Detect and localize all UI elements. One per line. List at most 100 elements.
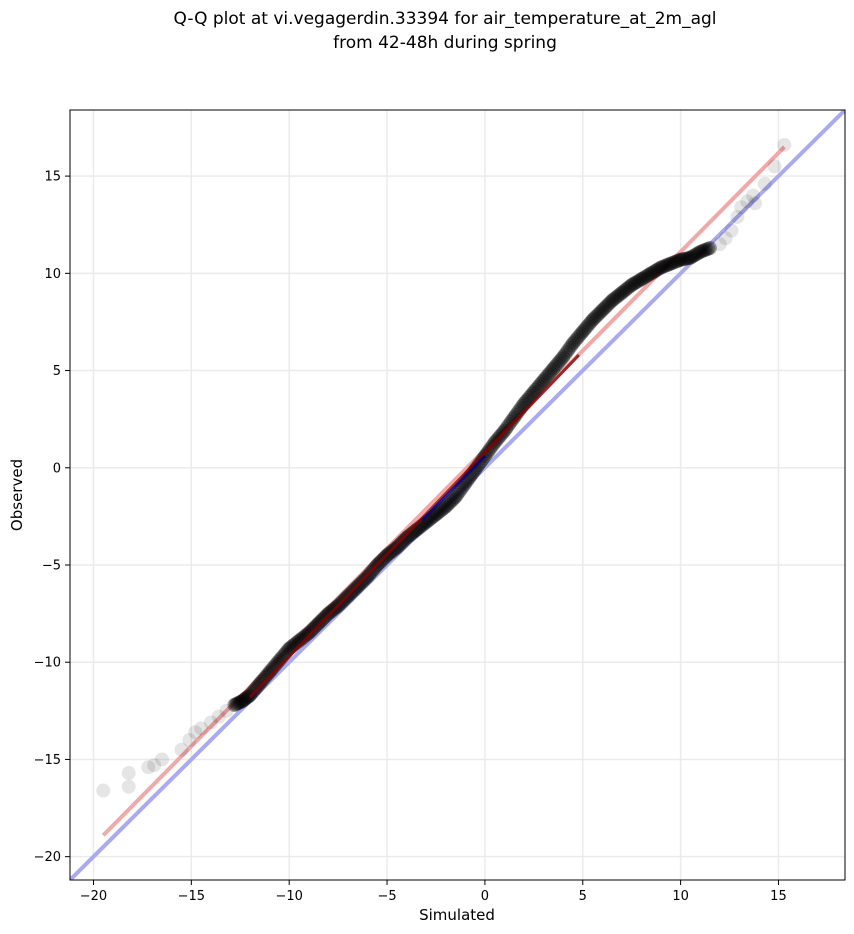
y-tick-label: −10: [34, 656, 61, 671]
quantile-point: [601, 296, 616, 311]
quantile-point: [526, 384, 541, 399]
quantile-point: [718, 231, 733, 246]
quantile-point: [686, 248, 701, 263]
quantile-point: [652, 261, 667, 276]
quantile-point: [397, 532, 412, 547]
quantile-point: [640, 268, 655, 283]
quantile-point: [538, 371, 553, 386]
quantile-point: [567, 334, 582, 349]
quantile-point: [626, 277, 641, 292]
quantile-point: [570, 330, 585, 345]
quantile-point: [227, 698, 242, 712]
quantile-points: [96, 138, 792, 798]
quantile-point: [618, 283, 633, 298]
quantile-point: [596, 301, 611, 316]
quantile-point: [249, 680, 264, 695]
y-axis-label: Observed: [8, 459, 26, 531]
quantile-point: [740, 194, 755, 209]
quantile-point: [649, 263, 664, 278]
quantile-point: [650, 262, 665, 277]
quantile-point: [675, 252, 690, 267]
quantile-point: [391, 538, 406, 553]
quantile-point: [404, 526, 419, 541]
quantile-point: [311, 616, 326, 631]
quantile-point: [440, 498, 455, 513]
quantile-point: [188, 725, 203, 740]
quantile-point: [557, 347, 572, 362]
quantile-point: [575, 324, 590, 339]
quantile-point: [435, 502, 450, 517]
quantile-point: [446, 491, 461, 506]
quantile-point: [676, 252, 691, 267]
quantile-point: [256, 672, 271, 687]
quantile-point: [691, 245, 706, 260]
quantile-point: [678, 251, 693, 266]
y-tick-label: 10: [44, 267, 61, 282]
quantile-point: [502, 417, 517, 432]
quantile-point: [194, 721, 209, 736]
quantile-point: [621, 280, 636, 295]
quantile-point: [530, 381, 545, 396]
quantile-point: [450, 487, 465, 502]
quantile-point: [614, 285, 629, 300]
x-tick-label: −10: [275, 889, 302, 904]
quantile-point: [569, 332, 584, 347]
quantile-point: [712, 237, 727, 252]
x-tick-label: 15: [770, 889, 787, 904]
quantile-point: [443, 494, 458, 509]
quantile-point: [438, 499, 453, 514]
quantile-point: [681, 251, 696, 266]
quantile-point: [746, 188, 761, 203]
quantile-point: [574, 326, 589, 341]
quantile-point: [203, 715, 218, 730]
fit-line-layer: [101, 145, 786, 837]
quantile-point: [668, 254, 683, 269]
quantile-point: [600, 298, 615, 313]
quantile-point: [610, 289, 625, 304]
quantile-point: [637, 270, 652, 285]
quantile-point: [696, 243, 711, 258]
quantile-point: [767, 159, 782, 174]
quantile-point: [533, 377, 548, 392]
reference-line-layer: [70, 110, 845, 880]
quantile-point: [401, 529, 416, 544]
quantile-point: [595, 303, 610, 318]
quantile-point: [565, 336, 580, 351]
quantile-point: [559, 345, 574, 360]
quantile-point: [587, 311, 602, 326]
quantile-point: [230, 696, 245, 711]
y-tick-label: 5: [53, 364, 61, 379]
quantile-point: [702, 241, 717, 256]
quantile-point: [531, 379, 546, 394]
quantile-point: [680, 251, 695, 266]
quantile-point: [673, 252, 688, 267]
quantile-point: [701, 241, 716, 256]
quantile-point: [624, 278, 639, 292]
quantile-point: [623, 279, 638, 294]
quantile-point: [259, 668, 274, 683]
quantile-point: [592, 306, 607, 321]
quantile-point: [262, 664, 277, 679]
quantile-point: [777, 138, 792, 152]
quantile-point: [235, 694, 250, 709]
quantile-point: [239, 691, 254, 706]
quantile-point: [608, 290, 623, 305]
quantile-point: [121, 766, 136, 781]
quantile-point: [448, 489, 463, 504]
quantile-point: [627, 276, 642, 291]
quantile-point: [260, 666, 275, 681]
quantile-point: [593, 304, 608, 319]
quantile-point: [306, 621, 321, 636]
quantile-point: [402, 528, 417, 543]
quantile-point: [240, 690, 255, 705]
quantile-point: [747, 196, 762, 211]
quantile-point: [316, 611, 331, 626]
quantile-point: [301, 626, 316, 641]
reference-line: [70, 110, 845, 880]
quantile-point: [663, 256, 678, 271]
fit-line: [101, 145, 786, 837]
quantile-point: [580, 318, 595, 333]
quantile-point: [613, 287, 628, 302]
quantile-point: [693, 244, 708, 259]
